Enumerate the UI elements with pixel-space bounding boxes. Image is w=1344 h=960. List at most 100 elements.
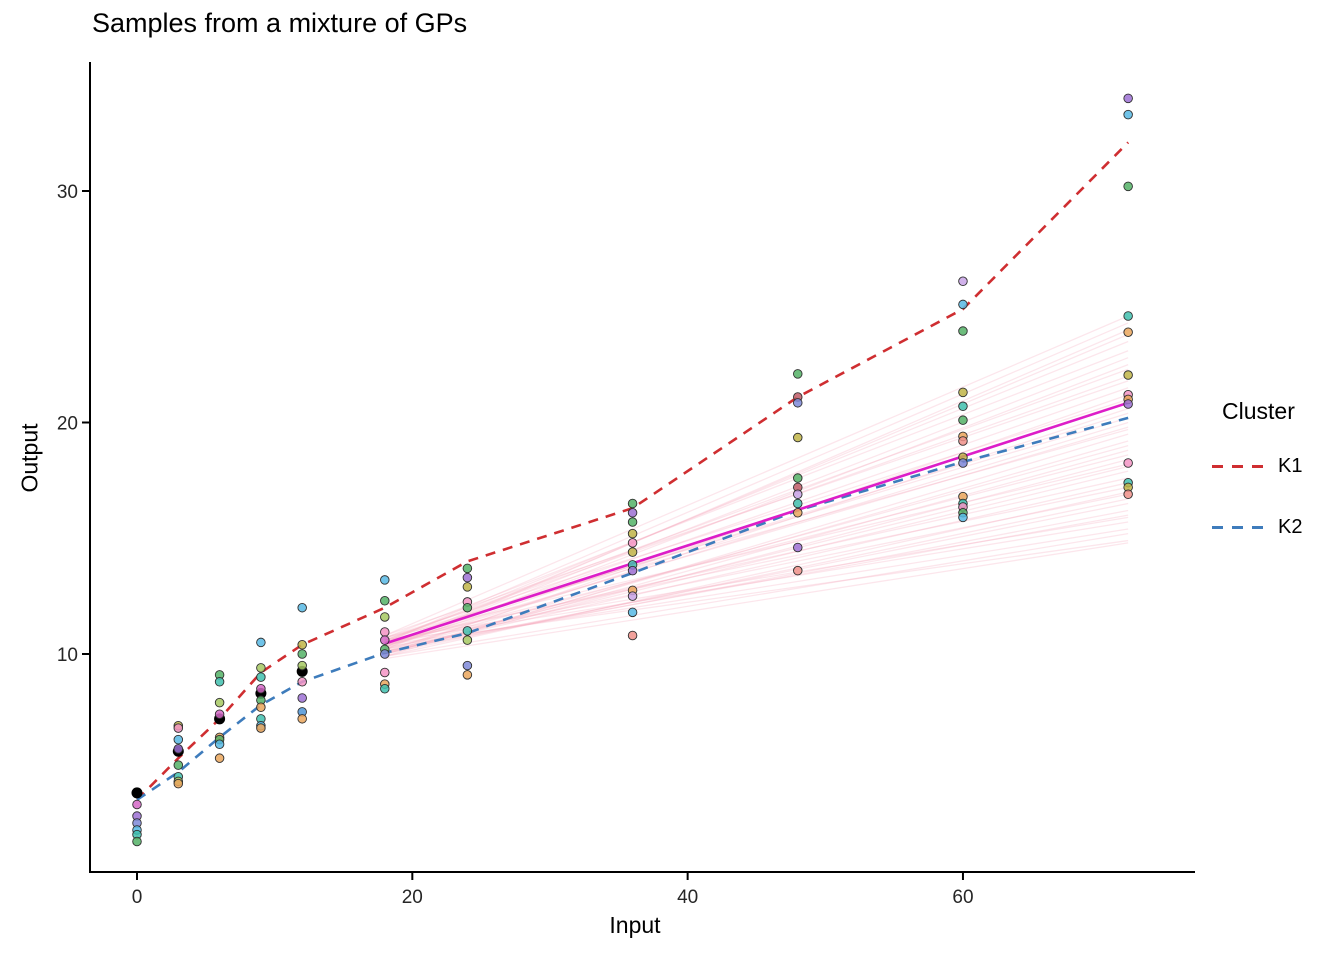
- data-point: [462, 660, 473, 671]
- gp-sample-line: [384, 368, 1129, 641]
- gp-sample-line: [384, 407, 1129, 653]
- data-point: [793, 369, 803, 379]
- gp-sample-line: [384, 340, 1129, 644]
- data-point: [380, 635, 390, 645]
- gp-sample-line: [384, 445, 1129, 650]
- data-point: [462, 670, 473, 680]
- data-point: [958, 387, 968, 398]
- data-point: [793, 508, 803, 518]
- data-point: [958, 299, 968, 310]
- data-point: [462, 635, 473, 645]
- data-point: [297, 660, 307, 671]
- gp-sample-line: [384, 528, 1129, 648]
- data-point: [173, 778, 184, 789]
- data-point: [214, 697, 225, 708]
- gp-sample-line: [384, 454, 1129, 646]
- data-point: [173, 734, 184, 745]
- y-tick-label: 10: [57, 645, 78, 666]
- data-point: [380, 612, 390, 622]
- data-point: [297, 649, 307, 659]
- y-tick-label: 30: [57, 182, 78, 203]
- data-point: [462, 626, 473, 636]
- gp-sample-line: [384, 375, 1129, 641]
- data-point: [1123, 489, 1133, 500]
- data-point: [1123, 109, 1133, 120]
- gp-sample-line: [384, 433, 1129, 657]
- legend-entry-k1: K1: [1212, 455, 1342, 478]
- legend-entry-label: K1: [1278, 455, 1303, 477]
- data-point: [1123, 370, 1133, 380]
- data-point: [793, 432, 803, 443]
- data-point: [1123, 399, 1133, 409]
- data-point: [132, 836, 142, 847]
- data-point: [214, 753, 225, 763]
- gp-sample-line: [384, 498, 1129, 655]
- gp-sample-line: [384, 333, 1129, 648]
- legend: Cluster K1 K2: [1212, 398, 1342, 577]
- data-point: [627, 607, 638, 618]
- data-point: [958, 276, 968, 287]
- gp-sample-line: [384, 350, 1129, 639]
- data-point: [793, 398, 803, 408]
- data-point: [1123, 458, 1133, 468]
- data-point: [627, 547, 638, 557]
- data-point: [793, 542, 803, 553]
- gp-sample-line: [384, 387, 1129, 646]
- data-point: [380, 649, 390, 659]
- x-tick-label: 20: [402, 887, 423, 908]
- y-axis-title: Output: [16, 423, 43, 493]
- gp-sample-line: [384, 502, 1129, 653]
- data-point: [380, 596, 390, 606]
- gp-sample-line: [384, 516, 1129, 641]
- data-point: [462, 582, 473, 592]
- gp-sample-line: [384, 398, 1129, 639]
- data-point: [380, 683, 390, 694]
- data-point: [214, 709, 225, 719]
- data-point: [256, 663, 266, 673]
- gp-sample-line: [384, 509, 1129, 653]
- k2-dashed-line-key: [1212, 526, 1264, 529]
- data-point: [627, 565, 638, 576]
- gp-sample-line: [384, 470, 1129, 653]
- data-point: [173, 760, 184, 770]
- data-point: [256, 637, 266, 648]
- gp-sample-line: [384, 477, 1129, 644]
- data-point: [627, 508, 638, 518]
- data-point: [627, 630, 638, 641]
- gp-sample-line: [384, 426, 1129, 646]
- x-tick-label: 40: [677, 887, 698, 908]
- observation-point: [131, 787, 143, 799]
- x-axis-title: Input: [609, 912, 661, 938]
- data-point: [256, 723, 266, 733]
- data-point: [173, 723, 184, 733]
- data-point: [1123, 327, 1133, 337]
- data-point: [297, 714, 307, 724]
- data-point: [462, 563, 473, 574]
- gp-sample-line: [384, 539, 1129, 646]
- data-point: [297, 639, 307, 650]
- data-point: [958, 415, 968, 425]
- data-point: [462, 572, 473, 583]
- gp-sample-line: [384, 329, 1129, 650]
- legend-entry-k2: K2: [1212, 516, 1342, 539]
- legend-title: Cluster: [1222, 398, 1295, 424]
- data-point: [256, 702, 266, 712]
- data-point: [793, 473, 803, 483]
- gp-sample-line: [384, 482, 1129, 653]
- gp-sample-line: [384, 486, 1129, 641]
- gp-sample-line: [384, 322, 1129, 644]
- gp-sample-line: [384, 364, 1129, 650]
- data-point: [256, 672, 266, 682]
- data-point: [793, 489, 803, 500]
- x-tick-label: 0: [132, 887, 143, 908]
- gp-sample-line: [384, 463, 1129, 639]
- gp-sample-line: [384, 514, 1129, 651]
- data-point: [380, 627, 390, 637]
- gp-sample-line: [384, 493, 1129, 646]
- data-point: [1123, 311, 1133, 321]
- data-point: [380, 667, 390, 678]
- data-point: [462, 602, 473, 613]
- data-point: [958, 326, 968, 336]
- data-point: [958, 512, 968, 523]
